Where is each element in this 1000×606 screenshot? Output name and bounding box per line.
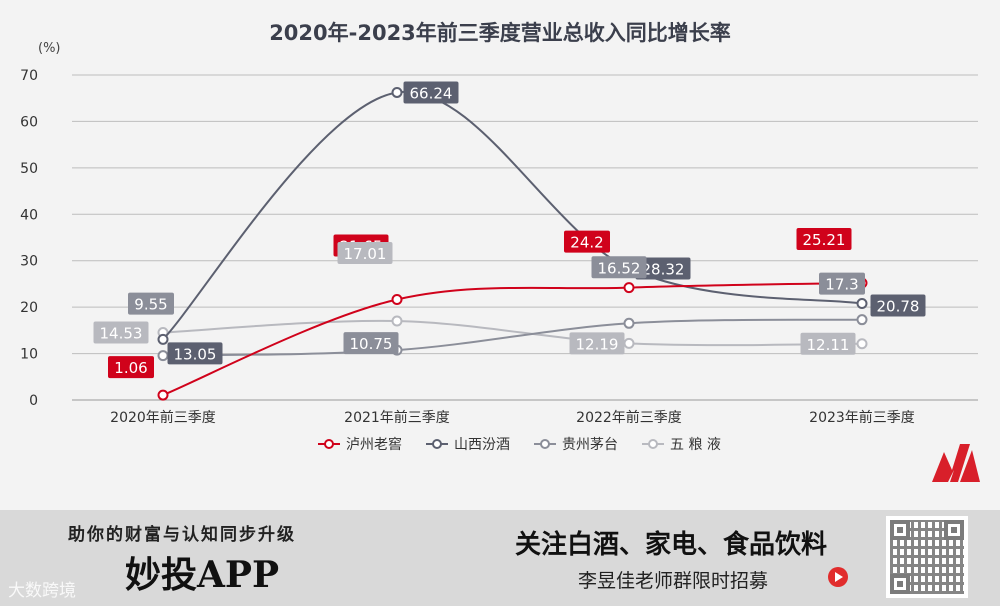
data-label-text: 28.32 (642, 261, 685, 279)
y-tick-label: 0 (29, 393, 38, 409)
watermark: 大数跨境 (8, 581, 76, 601)
banner-recruit-link[interactable]: 李昱佳老师群限时招募 (578, 570, 769, 592)
y-tick-label: 70 (20, 68, 38, 84)
data-label-box (93, 321, 149, 344)
data-label: 20.78 (870, 294, 926, 317)
data-label: 9.55 (128, 292, 174, 315)
legend-label: 山西汾酒 (454, 437, 510, 453)
data-label-text: 10.75 (350, 335, 393, 353)
y-tick-label: 50 (20, 161, 38, 177)
data-label: 25.21 (796, 227, 852, 250)
legend-item: 贵州茅台 (534, 437, 618, 453)
series-line (162, 90, 863, 341)
legend-item: 五 粮 液 (642, 437, 721, 453)
data-label: 10.75 (343, 332, 399, 355)
x-tick-label: 2021年前三季度 (344, 409, 450, 426)
data-label-text: 13.05 (174, 345, 217, 363)
x-tick-label: 2022年前三季度 (576, 409, 682, 426)
data-label-box (819, 272, 865, 295)
data-label-text: 1.06 (114, 359, 147, 377)
chart-title: 2020年-2023年前三季度营业总收入同比增长率 (269, 21, 731, 45)
legend-label: 泸州老窖 (346, 436, 402, 453)
data-point (157, 350, 169, 362)
data-label: 17.3 (819, 272, 865, 295)
y-tick-label: 30 (20, 254, 38, 270)
y-tick-label: 60 (20, 114, 38, 130)
data-point (856, 298, 868, 310)
data-point (391, 315, 403, 327)
y-tick-label: 10 (20, 347, 38, 363)
data-label-text: 12.11 (807, 336, 850, 354)
data-label-text: 12.19 (576, 335, 619, 353)
data-point (856, 338, 868, 350)
data-label-box (564, 230, 610, 253)
data-label-text: 16.52 (598, 259, 641, 277)
legend-item: 泸州老窖 (318, 436, 402, 453)
banner-app-name: 妙投APP (125, 554, 280, 596)
data-label-text: 24.2 (570, 234, 603, 252)
data-label: 12.19 (569, 332, 625, 355)
banner-slogan: 助你的财富与认知同步升级 (68, 525, 296, 545)
y-axis-unit: (%) (38, 41, 61, 56)
y-tick-label: 20 (20, 300, 38, 316)
data-label: 28.32 (635, 257, 691, 280)
data-label-text: 20.78 (877, 298, 920, 316)
legend-marker (324, 439, 334, 449)
data-point (623, 317, 635, 329)
data-label: 14.53 (93, 321, 149, 344)
data-point (157, 389, 169, 401)
data-label-box (167, 342, 223, 365)
data-label-box (337, 242, 393, 265)
data-label-text: 25.21 (803, 231, 846, 249)
data-label-box (635, 257, 691, 280)
line-chart: 2020年-2023年前三季度营业总收入同比增长率 (%) 0 10 20 30 40 50 6… (20, 21, 978, 453)
series-line (162, 281, 863, 397)
data-label-box (800, 332, 856, 355)
data-point (623, 337, 635, 349)
data-label-box (108, 356, 154, 379)
banner-follow-text: 关注白酒、家电、食品饮料 (515, 530, 828, 560)
x-tick-label: 2020年前三季度 (110, 409, 216, 426)
data-label-box (569, 332, 625, 355)
data-label-text: 66.24 (410, 84, 453, 102)
x-tick-label: 2023年前三季度 (809, 409, 915, 426)
qr-code (886, 516, 968, 598)
data-label-box (403, 81, 459, 104)
data-label: 24.2 (564, 230, 610, 253)
data-label-box (870, 294, 926, 317)
series-line (162, 319, 863, 347)
legend-label: 五 粮 液 (670, 437, 721, 453)
data-label: 1.06 (108, 356, 154, 379)
data-label-box (591, 256, 647, 279)
data-label-box (343, 332, 399, 355)
data-label-text: 17.01 (344, 245, 387, 263)
promo-banner: 助你的财富与认知同步升级 妙投APP 关注白酒、家电、食品饮料 李昱佳老师群限时… (0, 510, 1000, 606)
legend-marker (540, 439, 550, 449)
y-tick-label: 40 (20, 207, 38, 223)
legend-label: 贵州茅台 (562, 437, 618, 453)
data-point (623, 282, 635, 294)
data-label-box (796, 227, 852, 250)
legend-marker (648, 439, 658, 449)
data-point (856, 314, 868, 326)
data-point (157, 333, 169, 345)
data-label-text: 9.55 (134, 296, 167, 314)
arrow-right-icon[interactable] (828, 567, 848, 587)
brand-logo (932, 444, 980, 482)
legend-item: 山西汾酒 (426, 437, 510, 453)
data-label: 66.24 (403, 81, 459, 104)
data-label: 13.05 (167, 342, 223, 365)
data-point (391, 86, 403, 98)
data-label-box (128, 292, 174, 315)
data-label-text: 17.3 (825, 276, 858, 294)
data-point (391, 293, 403, 305)
data-label: 12.11 (800, 332, 856, 355)
legend-marker (432, 439, 442, 449)
series-line (162, 318, 863, 357)
data-label: 17.01 (337, 242, 393, 265)
data-label: 16.52 (591, 256, 647, 279)
data-label-text: 14.53 (100, 325, 143, 343)
